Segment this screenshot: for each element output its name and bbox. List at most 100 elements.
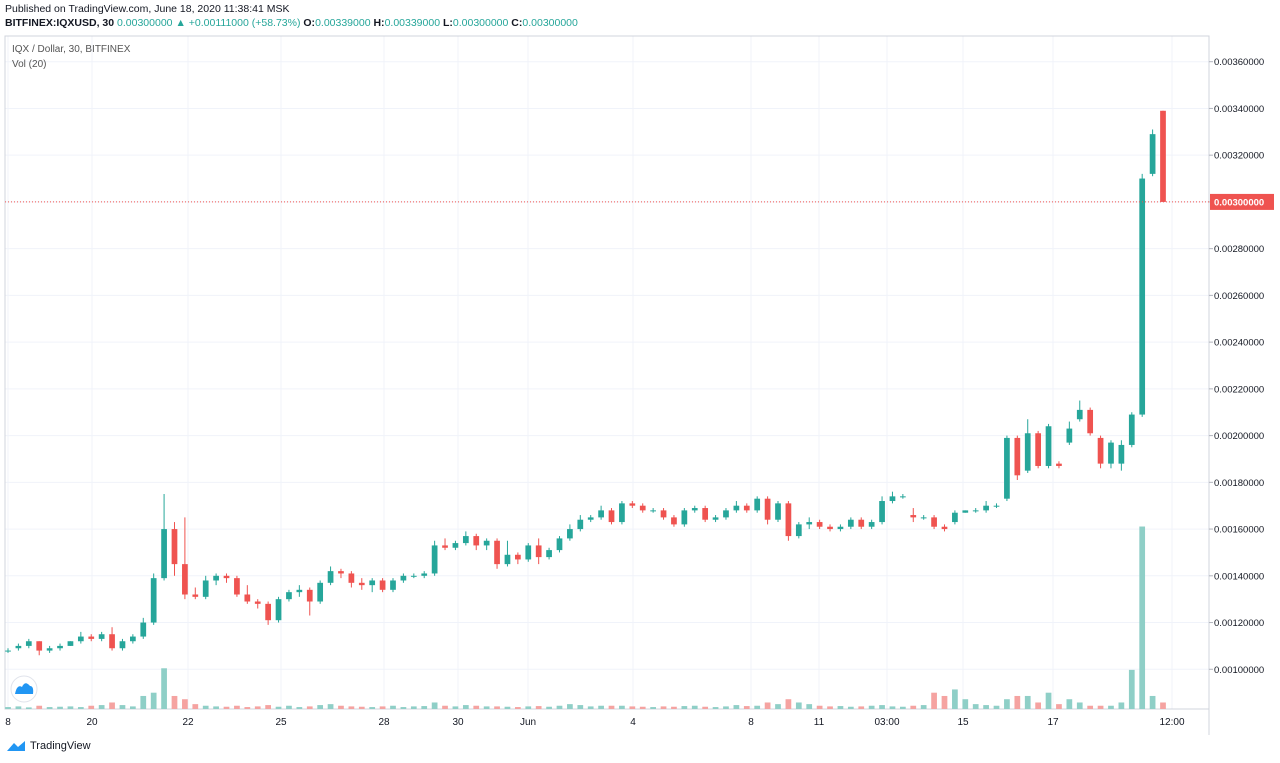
candle [5, 648, 11, 653]
candle [983, 501, 989, 513]
price-tick-label: 0.00260000 [1214, 291, 1264, 302]
volume-bar [182, 699, 188, 709]
volume-bar [130, 706, 136, 709]
volume-bar [234, 705, 240, 709]
volume-bar [733, 705, 740, 709]
candle [1066, 421, 1073, 445]
volume-bar [629, 706, 636, 709]
volume-bar [681, 706, 688, 709]
volume-bar [36, 705, 43, 709]
volume-bar [400, 707, 407, 709]
pane-title: IQX / Dollar, 30, BITFINEX [12, 44, 131, 55]
candle [77, 631, 84, 644]
candle [535, 538, 542, 565]
candle [868, 519, 875, 530]
candle [764, 496, 771, 525]
tradingview-logo-icon [7, 741, 25, 751]
candle [171, 522, 178, 576]
volume-bar [213, 706, 219, 709]
volume-bar [1087, 705, 1094, 709]
candle [785, 501, 792, 541]
candle [483, 538, 490, 551]
candle [910, 508, 917, 523]
last-price: 0.00300000 [117, 17, 173, 29]
volume-bar [1014, 695, 1021, 709]
candle [1160, 110, 1166, 202]
price-tick-label: 0.00240000 [1214, 338, 1264, 349]
volume-bar [525, 706, 532, 709]
candle [338, 568, 344, 579]
volume-bar [920, 705, 927, 709]
current-price-line: 0.00300000 [5, 193, 1274, 210]
volume-bar [785, 699, 792, 709]
tradingview-chart-logo-icon[interactable] [10, 675, 38, 703]
volume-bar [244, 707, 251, 709]
candles [5, 110, 1166, 656]
candle [421, 571, 428, 579]
candle [192, 587, 199, 600]
volume-bar [650, 707, 656, 709]
volume-bar [150, 692, 157, 709]
volume-bar [327, 704, 334, 709]
price-tick-label: 0.00360000 [1214, 57, 1264, 68]
time-axis[interactable]: 8 20 22 25 28 30 Jun 4 8 11 03:00 15 17 12:00 [5, 717, 1185, 728]
time-tick-label: 20 [86, 717, 98, 728]
volume-bar [119, 705, 126, 709]
volume-bar [879, 705, 885, 709]
volume-bar [619, 705, 625, 709]
candle [286, 589, 292, 602]
candle [369, 578, 376, 593]
candle [57, 643, 63, 651]
candle [244, 585, 251, 604]
candle [431, 540, 438, 576]
candle [1004, 435, 1010, 502]
candle [900, 494, 906, 499]
volume-bar [1139, 526, 1146, 709]
candle [1087, 407, 1094, 436]
volume-bar [254, 706, 261, 709]
volume-bar [1035, 702, 1041, 709]
candle [182, 517, 188, 600]
volume-bar [546, 706, 552, 709]
volume-bar [77, 707, 84, 709]
volume-bar [1056, 704, 1062, 709]
volume-bar [910, 705, 917, 709]
candle [1108, 440, 1114, 469]
volume-bar [598, 705, 604, 709]
candle [1056, 461, 1062, 469]
time-tick-label: 4 [630, 717, 636, 728]
time-tick-label: Jun [520, 717, 536, 728]
volume-bar [567, 704, 573, 709]
high-label: H: [373, 17, 385, 29]
footer: TradingView [6, 740, 91, 752]
candle [150, 573, 157, 625]
candle [920, 515, 927, 520]
low-label: L: [442, 17, 453, 29]
volume-bar [348, 706, 355, 709]
volume-bars [5, 526, 1166, 709]
volume-label: Vol (20) [12, 59, 46, 70]
current-price-tag [1210, 193, 1274, 210]
candle [1149, 129, 1156, 177]
candle [234, 575, 240, 597]
volume-bar [702, 706, 709, 709]
volume-bar [1149, 695, 1156, 709]
volume-bar [57, 706, 63, 709]
candle [265, 601, 271, 625]
volume-bar [171, 695, 178, 709]
candle [816, 519, 823, 530]
candle [806, 517, 813, 530]
price-tick-label: 0.00220000 [1214, 384, 1264, 395]
candle [743, 503, 750, 513]
candle [504, 540, 511, 567]
price-axis[interactable]: 0.00360000 0.00340000 0.00320000 0.00300000… [1209, 57, 1264, 676]
volume-bar [390, 705, 396, 709]
close-value: 0.00300000 [522, 17, 578, 29]
candle [962, 510, 969, 513]
volume-bar [15, 706, 22, 709]
candle [639, 503, 646, 513]
volume-bar [691, 705, 698, 709]
candle [202, 575, 209, 600]
volume-bar [1076, 702, 1083, 709]
